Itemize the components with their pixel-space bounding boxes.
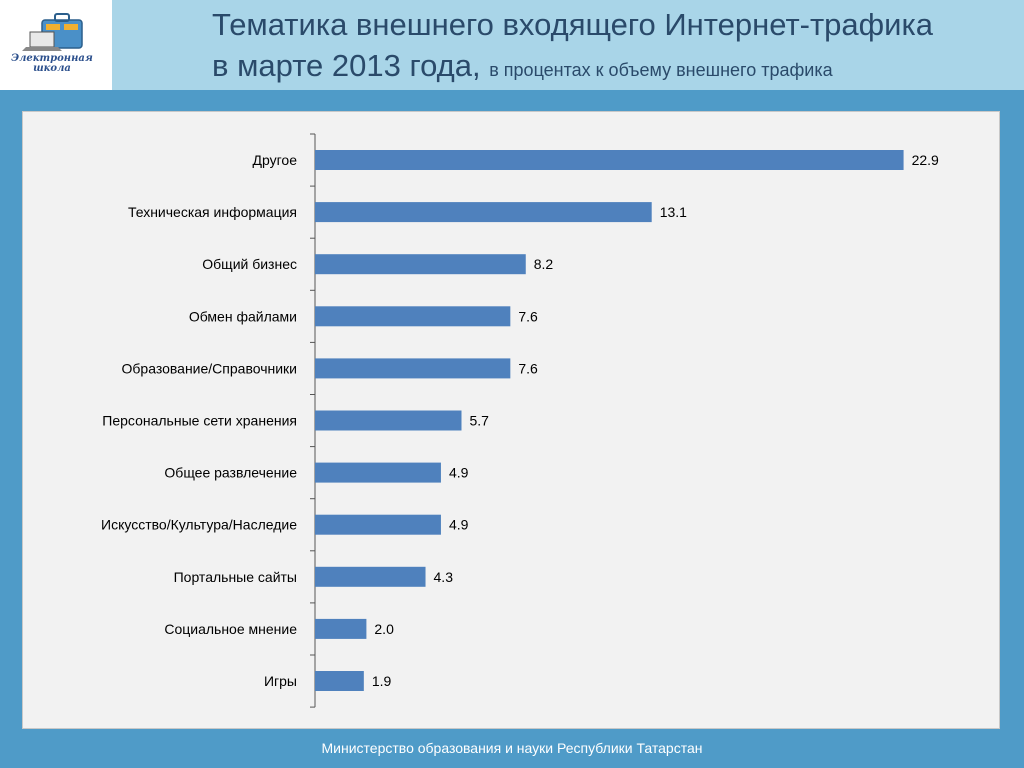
title-subtitle: в процентах к объему внешнего трафика xyxy=(489,60,833,80)
data-label: 7.6 xyxy=(518,360,538,376)
category-label: Другое xyxy=(253,152,298,168)
category-label: Общий бизнес xyxy=(202,256,297,272)
data-label: 13.1 xyxy=(660,204,687,220)
bar xyxy=(315,618,367,639)
bar xyxy=(315,462,441,483)
bar xyxy=(315,566,426,587)
data-label: 7.6 xyxy=(518,308,538,324)
bar xyxy=(315,671,364,691)
data-label: 2.0 xyxy=(374,621,394,637)
data-label: 4.9 xyxy=(449,517,469,533)
header-banner: Электронная школа Тематика внешнего вход… xyxy=(0,0,1024,90)
category-label: Искусство/Культура/Наследие xyxy=(101,517,297,533)
category-label: Игры xyxy=(264,673,297,689)
bar-chart: Другое 22.9 Техническая информация 13.1 Общи… xyxy=(101,133,939,708)
title-line1: Тематика внешнего входящего Интернет-тра… xyxy=(212,7,933,42)
category-label: Персональные сети хранения xyxy=(102,413,297,429)
bar xyxy=(315,306,511,327)
category-label: Техническая информация xyxy=(128,204,297,220)
data-label: 1.9 xyxy=(372,673,392,689)
logo-text-line1: Электронная xyxy=(11,53,93,64)
category-label: Образование/Справочники xyxy=(122,360,297,376)
data-label: 8.2 xyxy=(534,256,554,272)
logo-caption: Электронная школа xyxy=(4,54,100,74)
page-title: Тематика внешнего входящего Интернет-тра… xyxy=(212,4,1012,91)
category-label: Обмен файлами xyxy=(189,308,297,324)
data-label: 4.3 xyxy=(434,569,454,585)
bar xyxy=(315,254,526,275)
briefcase-laptop-icon xyxy=(22,13,83,51)
category-label: Социальное мнение xyxy=(164,621,297,637)
bar xyxy=(315,202,652,223)
bar xyxy=(315,150,904,170)
bar xyxy=(315,358,511,379)
category-label: Общее развлечение xyxy=(164,465,297,481)
logo-text-line2: школа xyxy=(33,63,71,74)
bar xyxy=(315,514,441,535)
title-line2-text: в марте 2013 года, xyxy=(212,48,481,83)
footer-text: Министерство образования и науки Республ… xyxy=(321,740,703,756)
logo: Электронная школа xyxy=(0,0,112,90)
data-label: 22.9 xyxy=(912,152,939,168)
category-label: Портальные сайты xyxy=(174,569,297,585)
data-label: 5.7 xyxy=(470,413,490,429)
data-label: 4.9 xyxy=(449,465,469,481)
bar xyxy=(315,410,462,431)
chart-panel: Другое 22.9 Техническая информация 13.1 Общи… xyxy=(22,111,1000,729)
title-line2: в марте 2013 года, в процентах к объему … xyxy=(212,45,1012,91)
